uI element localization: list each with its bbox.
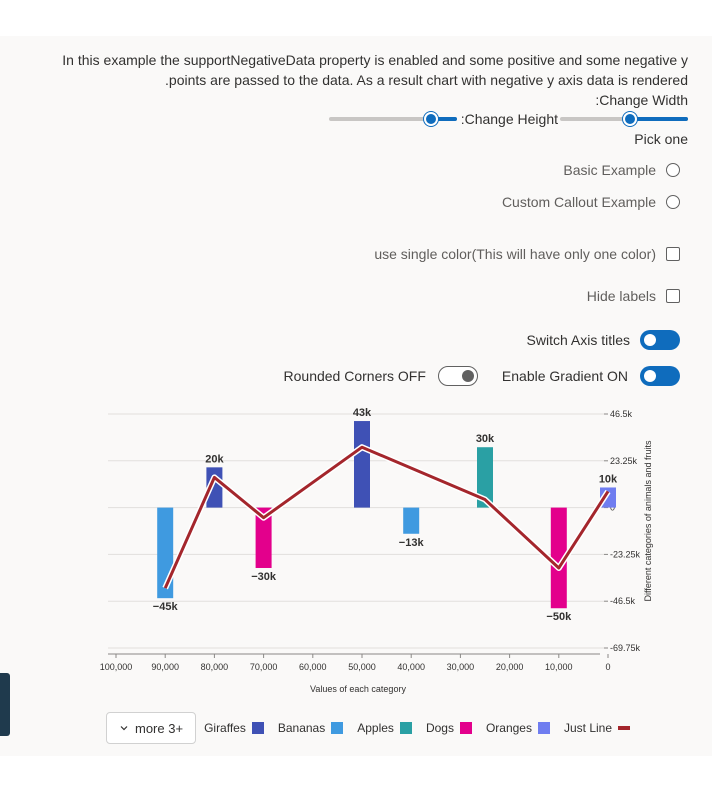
bar-data-label: 20k (205, 453, 224, 465)
option-label: Basic Example (563, 162, 656, 178)
legend-item-label: Oranges (485, 721, 532, 735)
bar-data-label: −13k (399, 537, 425, 549)
description-line-2: .points are passed to the data. As a res… (165, 72, 688, 88)
slider-rail (328, 117, 457, 121)
slider-thumb[interactable] (623, 112, 638, 126)
x-tick-label: 80,000 (201, 662, 229, 672)
legend-swatch (459, 722, 472, 734)
switch-axis-titles-toggle[interactable] (640, 330, 680, 350)
legend-item-label: Dogs (425, 721, 454, 735)
toggle-label: Switch Axis titles (526, 332, 630, 348)
sliders-row: :Change Height (328, 110, 688, 128)
side-panel-tab[interactable] (0, 673, 10, 736)
bar (403, 507, 420, 534)
y-tick-label: 46.5k (610, 409, 633, 419)
checkbox-label: Hide labels (586, 288, 656, 304)
option-label: Custom Callout Example (501, 194, 656, 210)
single-color-checkbox[interactable] (666, 247, 680, 261)
legend-swatch (331, 722, 344, 734)
legend-swatch (399, 722, 412, 734)
option-custom-callout-example[interactable]: Custom Callout Example (502, 194, 680, 210)
y-tick-label: 23.25k (610, 456, 638, 466)
bar-data-label: 10k (599, 473, 618, 485)
bar-data-label: −30k (251, 571, 277, 583)
bar-data-label: −50k (546, 611, 572, 623)
bar-line-chart: 46.5k 23.25k 0 -23.25k -46.5k -69.75k 100,000 9… (100, 407, 653, 694)
x-axis-title: Values of each category (310, 684, 406, 694)
change-width-label: :Change Width (595, 92, 688, 108)
x-tick-label: 50,000 (348, 662, 376, 672)
legend-item[interactable]: Bananas (277, 721, 344, 735)
toggle-knob (461, 370, 474, 382)
legend-swatch (618, 726, 631, 730)
bar-data-label: 30k (476, 433, 495, 445)
y-tick-label: -46.5k (610, 596, 636, 606)
slider-fill (431, 117, 457, 121)
y-axis-title: Different categories of animals and frui… (643, 440, 653, 601)
legend-item-label: Just Line (563, 721, 613, 735)
rounded-corners-label: Rounded Corners OFF (283, 368, 426, 384)
chevron-down-icon (119, 721, 129, 736)
legend-item[interactable]: Dogs (426, 721, 472, 735)
x-tick-label: 100,000 (100, 662, 132, 672)
enable-gradient-label: Enable Gradient ON (501, 368, 628, 384)
checkbox-label: use single color(This will have only one… (374, 246, 656, 262)
option-basic-example[interactable]: Basic Example (563, 162, 680, 178)
bar (550, 507, 567, 609)
x-tick-label: 90,000 (151, 662, 179, 672)
example-panel (0, 36, 712, 756)
x-tick-label: 0 (605, 662, 610, 672)
legend-item-label: Apples (357, 721, 394, 735)
y-tick-label: -69.75k (610, 643, 641, 653)
enable-gradient-toggle[interactable] (640, 366, 680, 386)
legend-item-label: Bananas (277, 721, 326, 735)
x-tick-label: 10,000 (545, 662, 573, 672)
bar (477, 447, 493, 508)
hide-labels-checkbox-row[interactable]: Hide labels (587, 288, 680, 304)
pick-one-label: Pick one (634, 131, 688, 147)
single-color-checkbox-row[interactable]: use single color(This will have only one… (374, 246, 680, 262)
bar (354, 421, 370, 508)
radio-button[interactable] (666, 163, 680, 177)
line-series-outline (162, 444, 611, 590)
bar (255, 507, 272, 568)
slider-thumb[interactable] (424, 112, 439, 126)
x-tick-label: 70,000 (250, 662, 278, 672)
legend-more-label: more 3+ (135, 720, 184, 736)
x-tick-label: 20,000 (496, 662, 524, 672)
slider-fill (630, 117, 688, 121)
legend-item[interactable]: Giraffes (204, 721, 264, 735)
x-tick-label: 60,000 (299, 662, 327, 672)
x-tick-label: 40,000 (397, 662, 425, 672)
legend-item-label: Giraffes (204, 721, 246, 735)
legend-more-button[interactable]: more 3+ (106, 712, 197, 744)
legend-swatch (251, 722, 264, 734)
toggles-row: Rounded Corners OFF Enable Gradient ON (284, 366, 680, 386)
bar-data-label: −45k (153, 601, 179, 613)
change-height-slider[interactable] (328, 110, 457, 128)
legend-swatch (537, 722, 550, 734)
description-line-1: In this example the supportNegativeData … (62, 52, 688, 68)
chart-legend: more 3+ Giraffes Bananas Apples Dogs Oranges… (106, 712, 644, 744)
line-series (163, 445, 610, 589)
legend-item[interactable]: Apples (357, 721, 412, 735)
legend-items: Giraffes Bananas Apples Dogs Oranges Just Lin… (204, 721, 644, 735)
hide-labels-checkbox[interactable] (666, 289, 680, 303)
rounded-corners-toggle[interactable] (437, 366, 478, 386)
legend-item[interactable]: Just Line (563, 721, 631, 735)
change-height-label: :Change Height (460, 111, 558, 127)
bar-data-label: 43k (353, 407, 372, 419)
radio-button[interactable] (666, 195, 680, 209)
toggle-knob (644, 370, 656, 382)
y-tick-label: -23.25k (610, 549, 641, 559)
change-width-slider[interactable] (560, 110, 688, 128)
x-tick-label: 30,000 (447, 662, 475, 672)
toggle-knob (644, 334, 656, 346)
description: In this example the supportNegativeData … (28, 50, 688, 110)
switch-axis-titles-row[interactable]: Switch Axis titles (527, 330, 680, 350)
legend-item[interactable]: Oranges (486, 721, 550, 735)
